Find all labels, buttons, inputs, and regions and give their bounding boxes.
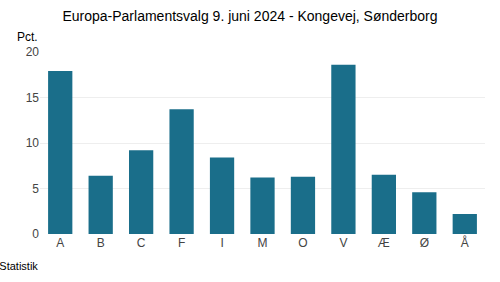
svg-text:20: 20: [26, 45, 40, 59]
svg-text:Å: Å: [461, 235, 469, 250]
svg-text:I: I: [220, 236, 223, 250]
svg-text:5: 5: [32, 182, 39, 196]
svg-text:© Danmarks Statistik: © Danmarks Statistik: [0, 260, 38, 272]
svg-text:Pct.: Pct.: [17, 30, 38, 44]
svg-text:M: M: [258, 236, 268, 250]
svg-text:A: A: [56, 236, 64, 250]
svg-text:10: 10: [26, 136, 40, 150]
svg-text:O: O: [298, 236, 307, 250]
svg-text:B: B: [97, 236, 105, 250]
svg-text:F: F: [178, 236, 185, 250]
svg-text:15: 15: [26, 91, 40, 105]
svg-text:Europa-Parlamentsvalg 9. juni: Europa-Parlamentsvalg 9. juni 2024 - Kon…: [62, 8, 437, 24]
svg-text:V: V: [339, 236, 347, 250]
svg-text:0: 0: [32, 227, 39, 241]
svg-text:Ø: Ø: [420, 236, 429, 250]
svg-text:C: C: [137, 236, 146, 250]
svg-text:Æ: Æ: [378, 236, 390, 250]
